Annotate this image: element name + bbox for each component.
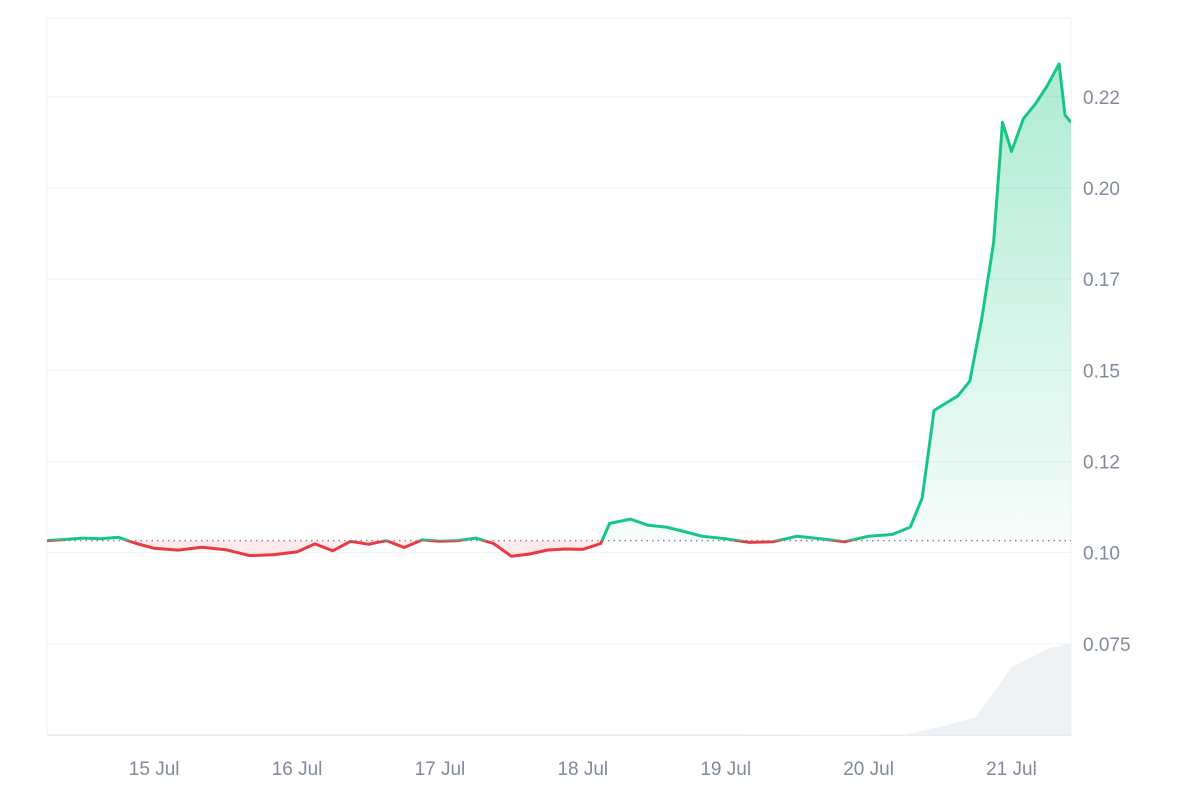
- grid-layer: [46, 17, 1072, 736]
- x-tick-label: 21 Jul: [986, 759, 1037, 780]
- x-tick-label: 17 Jul: [415, 759, 466, 780]
- x-tick-label: 16 Jul: [272, 759, 323, 780]
- area-above-baseline: [47, 64, 1071, 541]
- volume-area: [47, 643, 1071, 735]
- y-tick-label: 0.22: [1083, 88, 1120, 109]
- y-tick-label: 0.17: [1083, 270, 1120, 291]
- x-tick-label: 18 Jul: [557, 759, 608, 780]
- x-tick-label: 19 Jul: [700, 759, 751, 780]
- x-tick-label: 15 Jul: [129, 759, 180, 780]
- area-layer: [47, 64, 1071, 557]
- y-tick-label: 0.15: [1083, 361, 1120, 382]
- area-below-baseline: [47, 540, 1071, 557]
- axis-layer: 0.075 0.10 0.12 0.15 0.17 0.20 0.22 15 Jul 16 Ju…: [129, 88, 1131, 780]
- volume-layer: [47, 643, 1071, 735]
- price-line-up: [47, 62, 1071, 541]
- price-line-down: [47, 540, 857, 558]
- line-layer: [47, 62, 1071, 558]
- y-tick-label: 0.20: [1083, 179, 1120, 200]
- y-tick-label: 0.12: [1083, 452, 1120, 473]
- y-tick-label: 0.10: [1083, 544, 1120, 565]
- y-tick-label: 0.075: [1083, 635, 1131, 656]
- x-tick-label: 20 Jul: [843, 759, 894, 780]
